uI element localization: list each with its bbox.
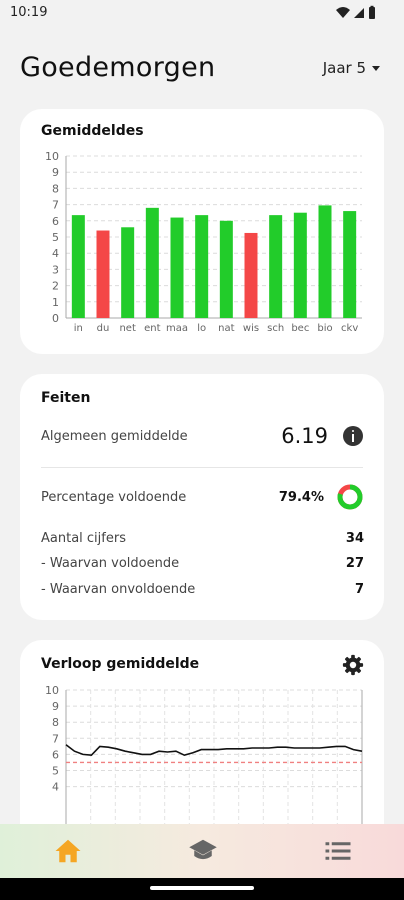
list-icon[interactable] (323, 836, 353, 866)
wifi-icon (336, 7, 350, 18)
x-tick-label: ckv (341, 323, 358, 334)
x-tick-label: in (74, 323, 83, 334)
bar-bio (318, 205, 332, 318)
year-selector-label: Jaar 5 (322, 59, 366, 77)
pct-sufficient-donut (337, 484, 363, 510)
x-tick-label: du (97, 323, 110, 334)
bottom-navigation (0, 824, 404, 878)
y-tick-label: 6 (52, 748, 59, 761)
x-tick-label: net (119, 323, 135, 334)
overall-average-label: Algemeen gemiddelde (41, 429, 188, 444)
sufficient-count-value: 27 (345, 556, 364, 571)
y-tick-label: 9 (52, 166, 59, 179)
bar-lo (195, 215, 209, 318)
x-tick-label: ent (144, 323, 160, 334)
cellular-signal-icon (354, 8, 364, 18)
grade-count-value: 34 (345, 531, 364, 546)
battery-icon (369, 7, 375, 19)
gesture-handle (150, 886, 254, 890)
y-tick-label: 3 (52, 263, 59, 276)
sufficient-count-label: - Waarvan voldoende (41, 556, 180, 571)
averages-card: Gemiddeldes 0 1 2 3 4 5 6 7 8 9 10 in du net ent maa lo n… (20, 109, 384, 354)
pct-sufficient-label: Percentage voldoende (41, 490, 187, 505)
facts-divider (41, 467, 363, 468)
greeting-title: Goedemorgen (20, 52, 216, 83)
y-tick-label: 2 (52, 280, 59, 293)
pct-sufficient-value: 79.4% (278, 490, 324, 505)
average-trend-line (65, 744, 363, 757)
chevron-down-icon (372, 65, 380, 71)
gear-icon[interactable] (342, 654, 364, 676)
status-time: 10:19 (10, 5, 48, 20)
bar-sch (269, 215, 283, 318)
year-selector[interactable]: Jaar 5 (323, 59, 380, 77)
bar-in (71, 215, 85, 318)
bar-bec (293, 212, 307, 318)
y-tick-label: 4 (52, 247, 59, 260)
grade-count-label: Aantal cijfers (41, 531, 126, 546)
bar-nat (219, 220, 233, 318)
trend-title: Verloop gemiddelde (41, 656, 200, 672)
y-tick-label: 0 (52, 312, 59, 325)
x-tick-label: wis (243, 323, 259, 334)
facts-card: Feiten Algemeen gemiddelde 6.19 Percenta… (20, 374, 384, 620)
home-icon[interactable] (53, 836, 83, 866)
status-bar: 10:19 (0, 0, 404, 26)
y-tick-label: 8 (52, 182, 59, 195)
y-tick-label: 7 (52, 199, 59, 212)
insufficient-count-value: 7 (354, 582, 364, 597)
y-tick-label: 4 (52, 781, 59, 794)
averages-bar-chart: 0 1 2 3 4 5 6 7 8 9 10 in du net ent maa lo nat wis sch bec b… (45, 150, 362, 334)
bar-du (96, 230, 110, 318)
y-tick-label: 10 (45, 684, 59, 697)
system-status-icons (336, 5, 375, 19)
y-tick-label: 9 (52, 700, 59, 713)
x-tick-label: sch (267, 323, 284, 334)
x-tick-label: maa (166, 323, 188, 334)
donut-sufficient-segment (337, 484, 363, 510)
y-tick-label: 5 (52, 765, 59, 778)
trend-line-chart: 4 5 6 7 8 9 10 (45, 684, 363, 840)
page-header: Goedemorgen Jaar 5 (0, 42, 404, 98)
y-tick-label: 6 (52, 215, 59, 228)
averages-title: Gemiddeldes (41, 123, 144, 139)
y-tick-label: 8 (52, 716, 59, 729)
bar-maa (170, 217, 184, 318)
x-tick-label: bec (291, 323, 309, 334)
facts-title: Feiten (41, 390, 91, 406)
x-tick-label: bio (317, 323, 332, 334)
insufficient-count-label: - Waarvan onvoldoende (41, 582, 196, 597)
y-tick-label: 10 (45, 150, 59, 163)
bar-ent (145, 207, 159, 318)
bar-net (121, 227, 135, 318)
y-tick-label: 1 (52, 296, 59, 309)
y-tick-label: 5 (52, 231, 59, 244)
bar-wis (244, 232, 258, 318)
gesture-bar (0, 878, 404, 900)
overall-average-value: 6.19 (281, 424, 328, 448)
info-icon[interactable] (343, 426, 363, 446)
x-tick-label: nat (218, 323, 234, 334)
bar-ckv (343, 211, 357, 318)
graduation-cap-icon[interactable] (188, 836, 218, 866)
x-tick-label: lo (197, 323, 206, 334)
y-tick-label: 7 (52, 732, 59, 745)
